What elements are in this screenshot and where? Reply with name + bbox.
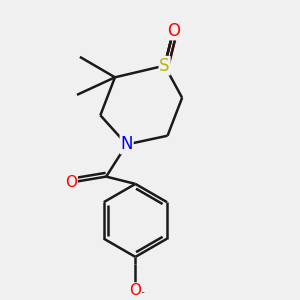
Text: O: O bbox=[129, 283, 141, 298]
Text: S: S bbox=[159, 57, 170, 75]
Text: O: O bbox=[65, 175, 77, 190]
Text: N: N bbox=[120, 136, 133, 154]
Text: O: O bbox=[167, 22, 180, 40]
